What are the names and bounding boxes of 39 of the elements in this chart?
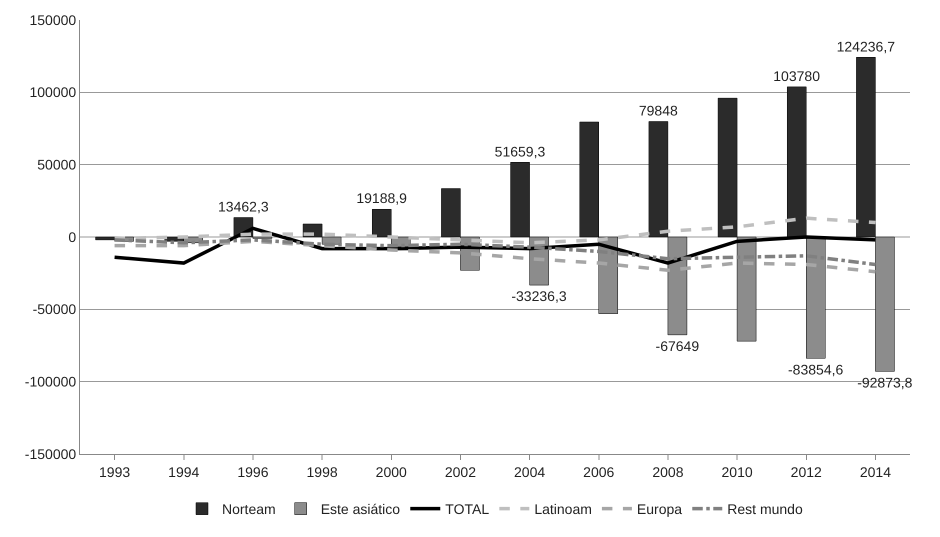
data-label: -92873,8: [857, 374, 913, 390]
y-tick-label: -150000: [24, 446, 76, 462]
x-tick-label: 2014: [860, 464, 892, 480]
legend-label: Este asiático: [320, 501, 400, 518]
x-tick-label: 2004: [514, 464, 546, 480]
data-label: 103780: [773, 68, 820, 84]
y-tick-label: 50000: [37, 156, 76, 173]
x-tick-label: 2000: [376, 464, 408, 480]
y-tick-label: 0: [68, 228, 76, 245]
data-label: 19188,9: [356, 190, 408, 206]
y-tick-label: -100000: [24, 374, 76, 390]
x-tick-label: 1993: [99, 464, 130, 480]
x-tick-label: 2010: [722, 464, 753, 480]
data-label: -33236,3: [511, 288, 567, 304]
x-tick-label: 1996: [237, 464, 269, 480]
legend-label: TOTAL: [445, 501, 490, 518]
x-tick-label: 2006: [583, 464, 615, 480]
data-label: -67649: [656, 338, 700, 354]
bar: [372, 208, 392, 238]
x-tick-label: 2008: [652, 464, 684, 480]
data-label: 51659,3: [494, 143, 546, 160]
data-label: 124236,7: [836, 38, 896, 54]
y-tick-label: -50000: [32, 301, 76, 318]
line-series: [112, 216, 878, 245]
line-series: [112, 240, 878, 274]
data-label: 79848: [638, 102, 678, 118]
y-tick-label: 100000: [29, 84, 76, 100]
y-tick-label: 150000: [29, 12, 76, 28]
legend-label: Latinoam: [534, 501, 592, 518]
x-tick-label: 1998: [306, 464, 338, 480]
legend-label: Norteam: [222, 501, 276, 518]
data-label: 13462,3: [218, 198, 269, 215]
x-tick-label: 1994: [168, 464, 200, 480]
bar: [95, 236, 115, 240]
data-label: -83854,6: [788, 361, 844, 378]
legend-label: Rest mundo: [727, 501, 803, 518]
legend-label: Europa: [636, 501, 682, 518]
x-tick-label: 2002: [444, 464, 476, 480]
x-tick-label: 2012: [790, 464, 822, 480]
